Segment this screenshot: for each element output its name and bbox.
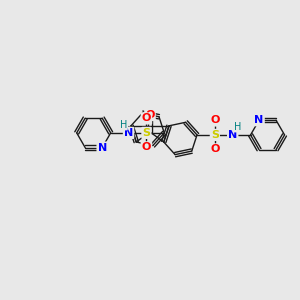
Text: H: H <box>234 122 242 132</box>
Text: N: N <box>254 115 264 125</box>
Text: S: S <box>142 128 150 138</box>
Text: O: O <box>210 144 220 154</box>
Text: N: N <box>124 128 133 138</box>
Text: O: O <box>210 116 220 125</box>
Text: H: H <box>120 120 127 130</box>
Text: S: S <box>211 130 219 140</box>
Text: O: O <box>142 113 151 123</box>
Text: O: O <box>145 110 155 120</box>
Text: O: O <box>142 142 151 152</box>
Text: N: N <box>98 142 107 153</box>
Text: N: N <box>228 130 237 140</box>
